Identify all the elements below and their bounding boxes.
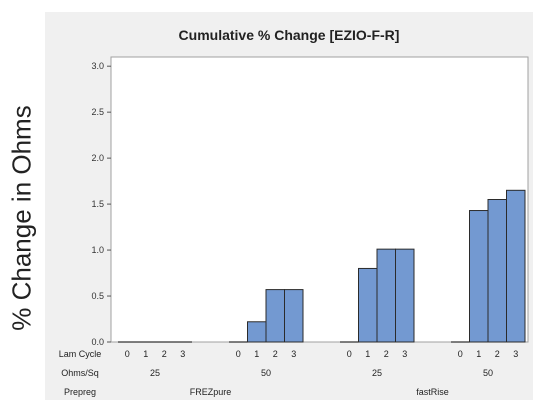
lam-cycle-tick-label: 0 [125,349,130,359]
bar [265,289,285,343]
prepreg-label: fastRise [416,387,449,397]
lam-cycle-tick-label: 1 [143,349,148,359]
bar [247,321,267,343]
bar [284,289,304,343]
y-tick-label: 1.0 [91,245,104,255]
lam-cycle-tick-label: 1 [476,349,481,359]
prepreg-label: FREZpure [190,387,232,397]
lam-cycle-tick-label: 2 [384,349,389,359]
bar-chart: Cumulative % Change [EZIO-F-R] 0.0 0.5 1.0… [59,27,529,397]
y-axis-label: % Change in Ohms [6,105,37,331]
ohms-sq-row-label: Ohms/Sq [61,368,99,378]
y-axis: 0.0 0.5 1.0 1.5 2.0 2.5 3.0 [91,61,111,347]
y-tick-label: 2.5 [91,107,104,117]
y-tick-label: 3.0 [91,61,104,71]
lam-cycle-tick-label: 2 [162,349,167,359]
lam-cycle-tick-label: 0 [236,349,241,359]
lam-cycle-tick-label: 0 [347,349,352,359]
lam-cycle-tick-label: 3 [180,349,185,359]
prepreg-row-label: Prepreg [64,387,96,397]
bar [487,199,507,343]
chart-frame: Cumulative % Change [EZIO-F-R] 0.0 0.5 1.0… [45,12,533,400]
bars [118,189,526,343]
ohms-sq-label: 50 [483,368,493,378]
plot-area [110,56,529,343]
lam-cycle-tick-label: 1 [365,349,370,359]
bar [376,248,396,343]
lam-cycle-row-label: Lam Cycle [59,349,102,359]
lam-cycle-tick-label: 3 [513,349,518,359]
ohms-sq-label: 50 [261,368,271,378]
lam-cycle-tick-label: 3 [291,349,296,359]
bar [395,248,415,343]
y-tick-label: 1.5 [91,199,104,209]
bar [469,210,489,343]
lam-cycle-tick-label: 0 [458,349,463,359]
ohms-sq-label: 25 [372,368,382,378]
lam-cycle-tick-label: 2 [495,349,500,359]
y-tick-label: 2.0 [91,153,104,163]
lam-cycle-tick-label: 1 [254,349,259,359]
bar [506,189,526,343]
lam-cycle-tick-label: 2 [273,349,278,359]
chart-title: Cumulative % Change [EZIO-F-R] [179,27,400,43]
y-tick-label: 0.5 [91,291,104,301]
bar [358,267,378,343]
y-tick-label: 0.0 [91,337,104,347]
lam-cycle-tick-label: 3 [402,349,407,359]
ohms-sq-label: 25 [150,368,160,378]
